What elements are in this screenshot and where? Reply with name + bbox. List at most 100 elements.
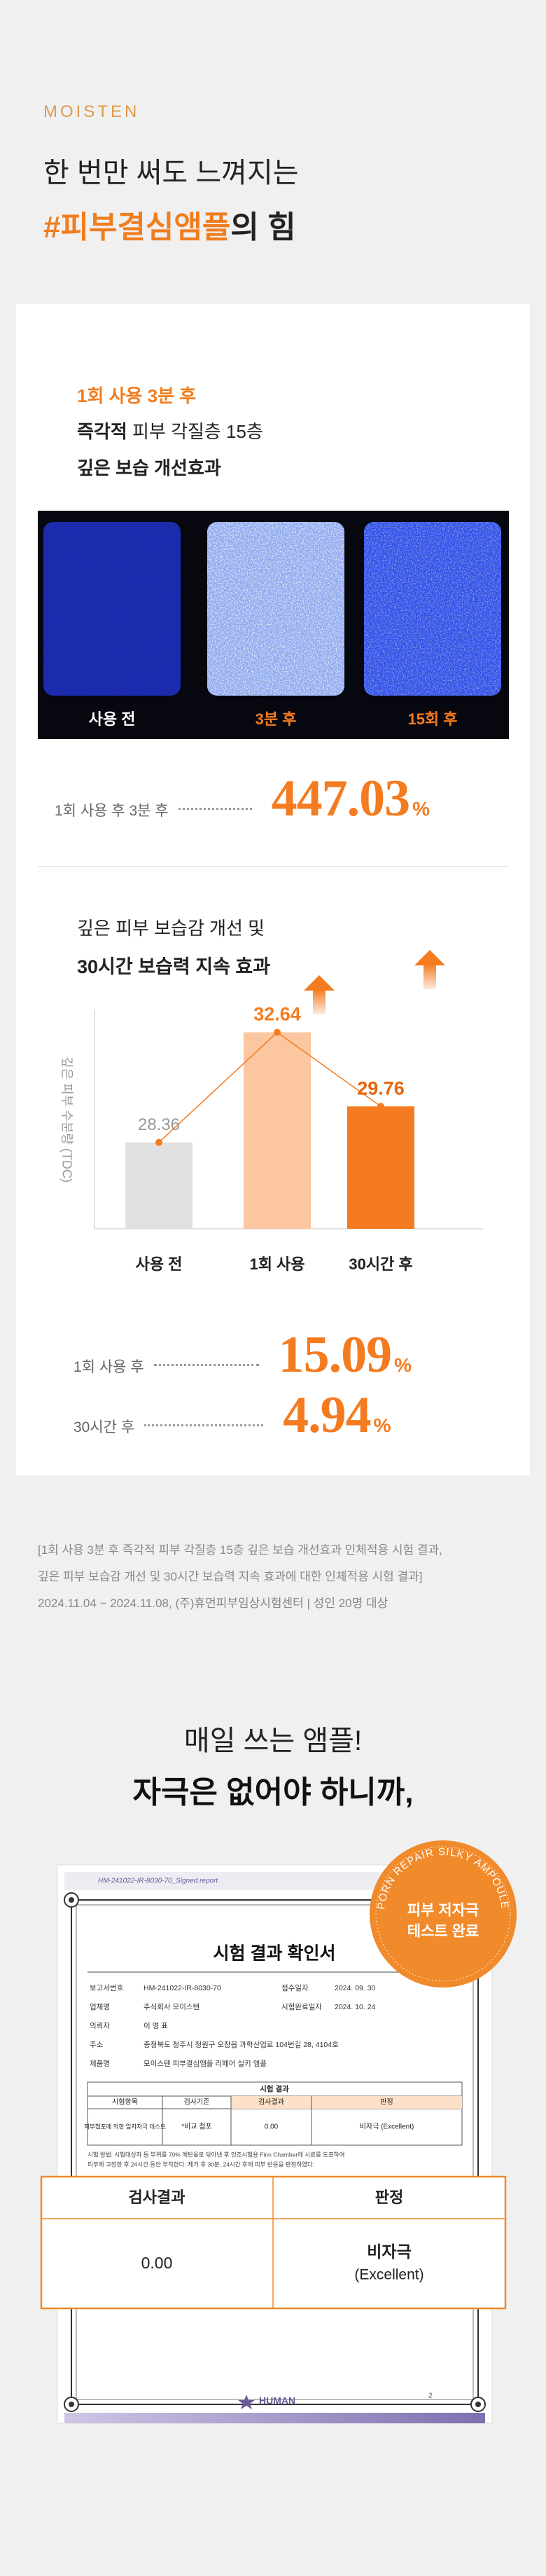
section-title: 자극은 없어야 하니까, <box>132 1775 414 1810</box>
table-header: 검사기준 <box>184 2098 210 2107</box>
overlay-header: 검사결과 <box>129 2189 186 2206</box>
badge <box>370 1840 517 1988</box>
value-label: 32.64 <box>253 1004 301 1025</box>
headline: 한 번만 써도 느껴지는 <box>43 158 299 188</box>
badge-ring <box>375 1846 511 1982</box>
stat-row: 1회 사용 후 15.09 % <box>74 1325 412 1385</box>
field-value: 충청북도 청주시 청원구 오창읍 과학산업로 104번길 28, 4104호 <box>144 2040 339 2049</box>
up-arrow <box>313 989 326 1014</box>
up-arrow <box>424 964 436 989</box>
divider <box>38 866 509 867</box>
section-line: 깊은 보습 개선효과 <box>77 457 221 478</box>
table-cell: 비자극 (Excellent) <box>360 2123 414 2131</box>
report-note: 피부에 고정한 후 24시간 동안 부착한다. 제거 후 30분, 24시간 후… <box>88 2161 314 2168</box>
point <box>274 1028 281 1036</box>
footnote: 2024.11.04 ~ 2024.11.08, (주)휴먼피부임상시험센터 |… <box>38 1597 388 1610</box>
x-tick-label: 사용 전 <box>136 1255 183 1273</box>
badge-text: 테스트 완료 <box>407 1924 479 1940</box>
report-note: 시험 방법: 시험대상자 등 부위를 70% 에탄올로 닦아낸 후 인조시험용 … <box>88 2151 344 2158</box>
section-title: 매일 쓰는 앰플! <box>183 1726 363 1756</box>
headline: #피부결심앰플의 힘 <box>43 202 296 247</box>
skin-texture <box>43 522 181 696</box>
leader-dots <box>178 808 252 810</box>
overlay-value: 0.00 <box>141 2254 173 2272</box>
overlay-verdict: (Excellent) <box>354 2267 424 2283</box>
card <box>16 304 530 1475</box>
field-value: 2024. 09. 30 <box>335 1984 376 1992</box>
report-border <box>76 1904 474 2400</box>
table-header: 검사결과 <box>258 2098 284 2107</box>
stat-label: 30시간 후 <box>74 1419 135 1435</box>
up-arrow <box>304 975 335 991</box>
field-label: 업체명 <box>90 2002 110 2011</box>
report-id: HM-241022-IR-8030-70_Signed report <box>98 1878 218 1885</box>
corner-ornament <box>69 2402 74 2407</box>
footer-logo: HUMAN <box>259 2395 295 2406</box>
stat-row: 30시간 후 4.94 % <box>74 1386 391 1445</box>
section-text: 피부 각질층 15층 <box>132 421 263 442</box>
image-label: 15회 후 <box>407 710 457 728</box>
bar <box>347 1106 414 1229</box>
x-tick-label: 30시간 후 <box>349 1255 412 1273</box>
headline-highlight: #피부결심앰플 <box>43 210 231 244</box>
field-label: 보고서번호 <box>90 1984 124 1992</box>
header-cell <box>231 2096 312 2109</box>
stat-unit: % <box>373 1414 391 1436</box>
page-number: 2 <box>428 2392 433 2400</box>
stat-label: 1회 사용 후 <box>74 1359 144 1375</box>
bar <box>125 1142 192 1229</box>
stat-value: 15.09 <box>278 1326 392 1384</box>
stat-value: 447.03 <box>271 770 410 827</box>
up-arrow <box>414 950 445 965</box>
section-label: 1회 사용 3분 후 <box>77 385 197 406</box>
field-value: 이 영 표 <box>144 2022 168 2030</box>
value-label: 28.36 <box>138 1115 180 1134</box>
section-bold: 즉각적 <box>77 421 127 442</box>
table-header: 판정 <box>380 2098 393 2107</box>
field-value: HM-241022-IR-8030-70 <box>144 1984 221 1992</box>
table-header: 시험항목 <box>112 2098 138 2107</box>
brand: MOISTEN <box>43 102 140 121</box>
stat-value: 4.94 <box>283 1386 371 1444</box>
field-label: 시험완료일자 <box>281 2002 322 2011</box>
chart-title: 깊은 피부 보습감 개선 및 <box>77 918 265 939</box>
stat-unit: % <box>394 1354 412 1376</box>
overlay-header: 판정 <box>375 2189 403 2206</box>
point <box>377 1103 384 1110</box>
field-label: 주소 <box>90 2041 104 2049</box>
stat-unit: % <box>412 798 430 820</box>
skin-texture <box>207 522 344 696</box>
point <box>155 1138 162 1146</box>
table-cell: 피부첩포에 의한 일차자극 테스트 <box>84 2123 166 2130</box>
image-label: 사용 전 <box>89 710 136 728</box>
headline-rest: 의 힘 <box>230 210 296 244</box>
leader-dots <box>153 1364 259 1366</box>
field-label: 의뢰자 <box>90 2022 110 2030</box>
leader-dots <box>144 1424 264 1426</box>
field-value: 모이스텐 피부결심앰플 리페어 실키 앰플 <box>144 2060 267 2068</box>
stat-label: 1회 사용 후 3분 후 <box>55 803 169 819</box>
skin-texture <box>364 522 501 696</box>
table-cell: *비교 첨포 <box>181 2123 211 2131</box>
y-axis-label: 깊은 피부 수분량 (TDC) <box>59 1056 74 1183</box>
value-label: 29.76 <box>357 1077 405 1098</box>
footnote: 깊은 피부 보습감 개선 및 30시간 보습력 지속 효과에 대한 인체적용 시… <box>38 1570 423 1583</box>
table-title: 시험 결과 <box>260 2084 289 2093</box>
table-frame <box>87 2081 463 2146</box>
image-label: 3분 후 <box>255 710 297 728</box>
field-label: 접수일자 <box>281 1983 309 1992</box>
chart-title: 30시간 보습력 지속 효과 <box>77 956 271 977</box>
logo-star <box>238 2395 255 2409</box>
footer-band <box>64 2413 485 2423</box>
field-label: 제품명 <box>90 2060 110 2068</box>
field-value: 주식회사 모이스텐 <box>144 2003 200 2011</box>
section-line: 즉각적 피부 각질층 15층 <box>77 418 263 443</box>
overlay-verdict: 비자극 <box>367 2243 411 2261</box>
bar <box>244 1032 311 1229</box>
report-title: 시험 결과 확인서 <box>214 1944 336 1964</box>
badge-text: 피부 저자극 <box>407 1903 479 1919</box>
field-value: 2024. 10. 24 <box>335 2003 376 2011</box>
corner-ornament <box>475 2402 481 2407</box>
